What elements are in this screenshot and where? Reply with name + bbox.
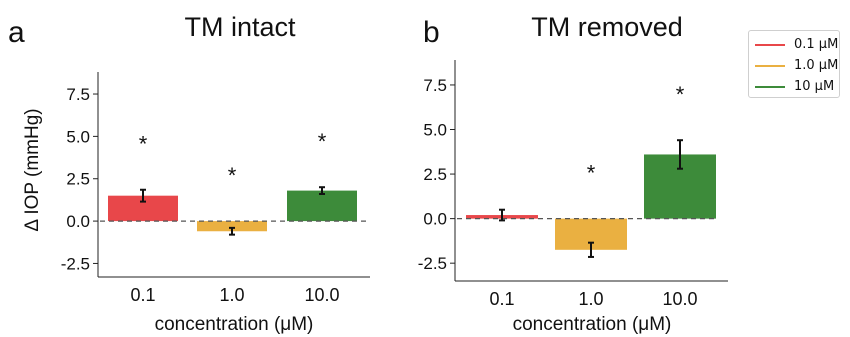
legend-swatch-red <box>755 43 785 46</box>
panel-b-y-tick-label: 2.5 <box>423 165 447 184</box>
legend-item-1.0: 1.0 μM <box>755 55 839 76</box>
panel-b-x-tick-label: 10.0 <box>662 289 697 309</box>
panel-b-y-tick-label: 0.0 <box>423 210 447 229</box>
legend-label: 1.0 μM <box>794 58 839 73</box>
legend-swatch-orange <box>755 64 785 67</box>
panel-a-significance-star: * <box>139 132 148 157</box>
panel-a-x-tick-label: 10.0 <box>304 285 339 305</box>
panel-b-y-tick-label: 5.0 <box>423 121 447 140</box>
panel-a-x-tick-label: 0.1 <box>130 285 155 305</box>
panel-a-title: TM intact <box>184 12 296 42</box>
panel-b-significance-star: * <box>676 82 685 107</box>
panel-b-title: TM removed <box>531 12 683 42</box>
panel-a-y-tick-label: 5.0 <box>66 127 90 146</box>
panel-a-bar-1.0 <box>197 221 267 232</box>
legend-label: 0.1 μM <box>794 37 839 52</box>
panel-a: a TM intact Δ IOP (mmHg) concentration (… <box>8 12 370 335</box>
panel-a-x-tick-label: 1.0 <box>219 285 244 305</box>
panel-a-significance-star: * <box>228 163 237 188</box>
legend-swatch-green <box>755 85 785 88</box>
legend: 0.1 μM 1.0 μM 10 μM <box>748 30 840 98</box>
panel-b: b TM removed concentration (μM) -2.5 0.0 2… <box>418 12 728 335</box>
panel-b-y-tick-label: 7.5 <box>423 76 447 95</box>
panel-a-letter: a <box>8 16 25 49</box>
legend-label: 10 μM <box>794 79 835 94</box>
panel-b-y-tick-label: -2.5 <box>418 254 447 273</box>
panel-b-x-tick-label: 0.1 <box>489 289 514 309</box>
y-axis-label: Δ IOP (mmHg) <box>22 108 43 231</box>
panel-b-letter: b <box>423 16 440 49</box>
panel-a-x-axis-label: concentration (μM) <box>155 314 314 335</box>
panel-a-significance-star: * <box>318 129 327 154</box>
legend-item-10: 10 μM <box>755 76 839 97</box>
panel-b-x-tick-label: 1.0 <box>578 289 603 309</box>
panel-a-y-tick-label: -2.5 <box>61 254 90 273</box>
panel-b-x-axis-label: concentration (μM) <box>513 314 672 335</box>
panel-a-y-tick-label: 2.5 <box>66 170 90 189</box>
panel-a-bar-10.0 <box>287 190 357 222</box>
panel-a-y-tick-label: 0.0 <box>66 212 90 231</box>
panel-b-significance-star: * <box>587 161 596 186</box>
legend-item-0.1: 0.1 μM <box>755 34 839 55</box>
panel-a-y-tick-label: 7.5 <box>66 85 90 104</box>
